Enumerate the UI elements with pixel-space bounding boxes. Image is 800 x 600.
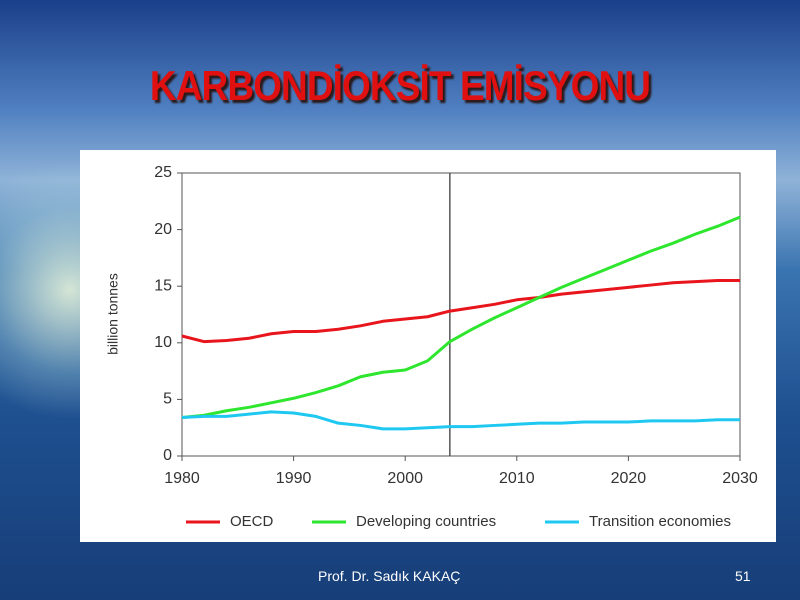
chart-panel [80,150,776,542]
y-tick-label: 10 [154,334,172,351]
y-axis-label: billion tonnes [105,273,121,355]
data-line [181,410,740,431]
slide-title: KARBONDİOKSİT EMİSYONU [149,62,651,109]
x-tick-label: 1990 [276,470,312,487]
data-line [181,215,741,420]
legend-label: Transition economies [589,513,731,530]
plot-frame [181,172,741,457]
y-tick-label: 0 [163,447,172,464]
page-number: 51 [735,568,751,584]
y-tick-label: 15 [154,277,172,294]
x-tick-label: 1980 [164,470,200,487]
x-tick-label: 2020 [611,470,647,487]
legend-label: OECD [230,513,274,530]
data-line [181,279,740,344]
y-tick-label: 25 [154,164,172,181]
y-tick-label: 5 [163,391,172,408]
x-tick-label: 2000 [387,470,423,487]
footer-author: Prof. Dr. Sadık KAKAÇ [318,568,461,584]
y-tick-label: 20 [154,221,172,238]
x-tick-label: 2030 [722,470,758,487]
legend-label: Developing countries [356,513,496,530]
x-tick-label: 2010 [499,470,535,487]
